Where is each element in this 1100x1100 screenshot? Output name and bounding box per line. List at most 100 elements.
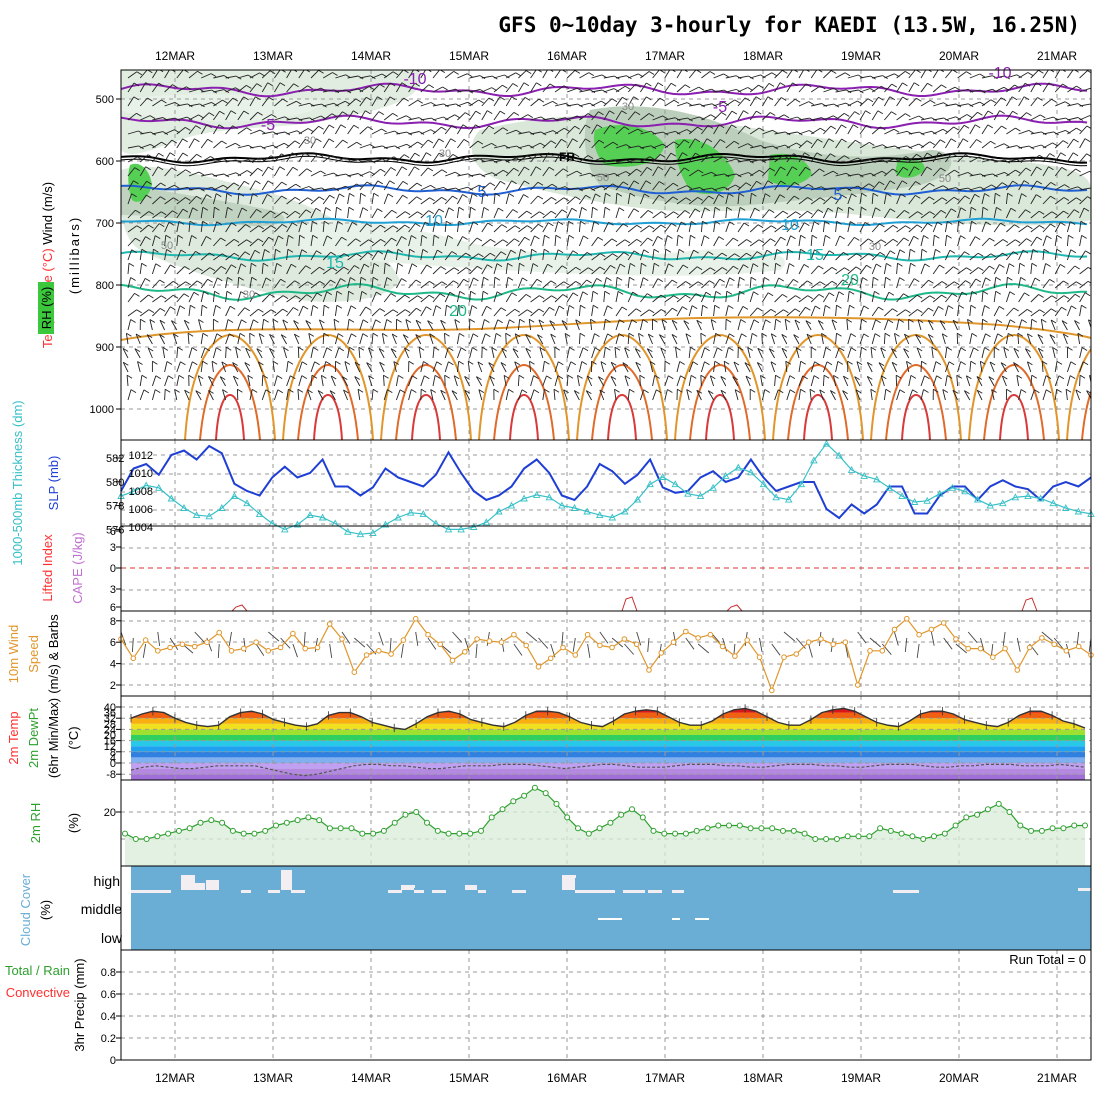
wind-barb — [627, 111, 636, 121]
wind-barb — [794, 319, 801, 324]
wind-barb — [598, 111, 604, 116]
wind-barb — [734, 253, 740, 258]
wind-barb — [215, 347, 222, 351]
cloud-gap — [893, 890, 919, 893]
wind-barb — [514, 308, 520, 313]
wind10m-barb — [378, 631, 384, 646]
rh-legend-label: RH (%) — [39, 287, 54, 330]
wind-barb — [774, 70, 783, 79]
wind-barb — [357, 88, 364, 93]
axis-tick-label: 582 — [106, 453, 124, 465]
wind-barb — [1064, 184, 1070, 188]
wind-barb — [871, 223, 880, 233]
wind-barb — [200, 139, 208, 149]
wind-barb — [176, 221, 180, 233]
wind-barb — [875, 319, 881, 324]
wind10m-barb — [389, 637, 392, 653]
wind-barb — [969, 305, 972, 317]
wind-barb — [838, 347, 845, 352]
wind10m-point — [891, 626, 898, 633]
wind-barb — [354, 361, 361, 366]
wind-barb — [505, 263, 508, 275]
wind-barb — [408, 307, 417, 317]
temp-unit-label: (°C) — [66, 726, 81, 749]
wind-barb — [979, 186, 986, 191]
wind-barb — [432, 208, 440, 219]
wind-barb — [822, 347, 827, 359]
thickness-point — [406, 508, 415, 516]
wind-barb — [331, 113, 338, 118]
thickness-label: 1000-500mb Thickness (dm) — [10, 400, 25, 565]
wind-barb — [871, 85, 882, 93]
wind-barb — [847, 305, 850, 317]
axis-tick-label: 0 — [110, 563, 116, 575]
wind-barb — [212, 305, 217, 317]
wind-barb — [1077, 333, 1081, 345]
wind-barb — [871, 239, 882, 247]
wind-barb — [204, 347, 211, 352]
wind-barb — [371, 111, 380, 121]
thickness-point — [784, 495, 793, 503]
wind-barb — [194, 138, 200, 143]
wind-barb — [917, 211, 923, 215]
wind-barb — [174, 389, 178, 401]
wind-barb — [537, 334, 544, 345]
wind-barb — [331, 267, 338, 272]
wind10m-barb — [572, 637, 576, 652]
wind-barb — [1050, 182, 1056, 186]
wind-barb — [445, 220, 452, 225]
wind-barb — [383, 193, 389, 205]
wind-barb — [798, 101, 809, 107]
wind-barb — [709, 280, 715, 285]
wind-barb — [173, 197, 179, 202]
wind-barb — [322, 138, 330, 149]
wind-barb — [740, 319, 746, 323]
wind-barb — [481, 291, 484, 303]
axis-tick-label: 4 — [110, 659, 116, 671]
wind-barb — [725, 277, 730, 289]
rh2m-point — [262, 827, 269, 834]
wind10m-point — [977, 645, 984, 652]
wind-barb — [672, 196, 679, 201]
wind-barb — [127, 263, 130, 275]
wind-barb — [761, 277, 765, 289]
wind-barb — [579, 194, 586, 205]
wind-barb — [871, 193, 874, 205]
wind-barb — [884, 250, 891, 261]
wind-barb — [165, 234, 172, 239]
wind-barb — [715, 291, 722, 295]
wind-barb — [953, 196, 960, 201]
wind-barb — [819, 197, 826, 202]
wind-barb — [775, 262, 781, 267]
wind-barb — [416, 182, 423, 187]
wind-barb — [594, 333, 600, 337]
wind-barb — [1016, 159, 1023, 163]
wind-barb — [588, 72, 595, 76]
wind-barb — [1079, 70, 1088, 79]
wind-barb — [810, 235, 813, 247]
wind10m-point — [830, 641, 837, 648]
wind-barb — [243, 180, 250, 185]
wind-barb — [542, 235, 545, 247]
wind-barb — [172, 281, 179, 285]
wind-barb — [816, 152, 823, 157]
wind-barb — [359, 171, 370, 177]
wind-barb — [476, 376, 483, 387]
wind-barb — [1018, 292, 1025, 303]
wind-barb — [608, 221, 614, 226]
wind-barb — [469, 318, 476, 323]
wind-barb — [493, 319, 499, 331]
wind-barb — [348, 318, 355, 323]
wind-barb — [664, 211, 674, 219]
wind-barb — [164, 294, 174, 303]
wind-barb — [825, 347, 832, 351]
wind-barb — [774, 194, 781, 205]
wind-barb — [928, 279, 934, 284]
wind-barb — [780, 236, 786, 241]
wind-barb — [668, 263, 674, 268]
upper-wind-barbs — [122, 70, 1091, 401]
wind-barb — [896, 389, 901, 401]
wind-barb — [396, 70, 404, 79]
wind-barb — [430, 185, 436, 189]
wind-barb — [762, 112, 771, 121]
